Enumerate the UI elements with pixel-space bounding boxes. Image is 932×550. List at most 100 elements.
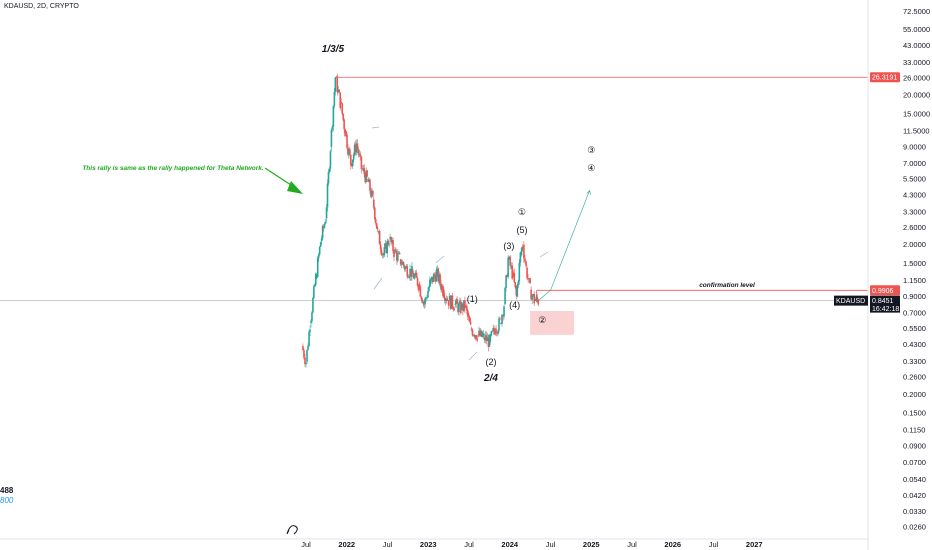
candle (507, 255, 509, 279)
candle (416, 277, 419, 288)
candle (532, 293, 534, 297)
candle (477, 334, 479, 338)
y-tick-label: 0.0260 (903, 522, 926, 531)
candle (305, 361, 307, 368)
candle (345, 130, 347, 137)
candle (389, 233, 391, 240)
candle (519, 251, 522, 267)
candle (350, 154, 352, 170)
candle (322, 224, 325, 232)
small-arrow-icon (468, 351, 478, 361)
mascot-icon (286, 525, 298, 535)
candle (528, 278, 530, 284)
candle (462, 302, 464, 316)
candle (505, 274, 507, 292)
candle (491, 330, 494, 333)
current-price-text: 0.8451 (872, 298, 894, 305)
candle (306, 349, 308, 365)
candle (320, 235, 323, 245)
candle (510, 262, 512, 269)
candle (531, 294, 533, 305)
candle (527, 274, 529, 283)
candle (484, 331, 487, 344)
candle (395, 247, 397, 253)
candle (309, 325, 311, 337)
candle (376, 226, 379, 233)
candle (422, 300, 425, 307)
small-arrow-icon (435, 255, 445, 264)
candle (474, 334, 477, 341)
candle (371, 187, 373, 199)
candle (458, 300, 460, 316)
y-tick-label: 20.0000 (903, 91, 930, 100)
y-axis: 72.5000 55.0000 43.0000 33.0000 26.0000 20.00… (867, 0, 930, 550)
x-tick-label: Jul (301, 540, 311, 549)
candle (460, 298, 462, 315)
candle (525, 260, 527, 269)
x-tick-label: Jul (383, 540, 393, 549)
candle (423, 299, 425, 309)
candle (337, 85, 340, 94)
candle (480, 328, 482, 337)
peak-price-tag-text: 26.3191 (872, 75, 897, 82)
candle (421, 297, 424, 304)
candle (332, 105, 335, 132)
candles (302, 73, 540, 368)
candle (514, 281, 517, 289)
candle (387, 239, 389, 247)
y-tick-label: 2.0000 (903, 240, 926, 249)
candle (411, 262, 413, 281)
candle (359, 151, 362, 161)
candle (511, 262, 513, 280)
candle (464, 296, 466, 314)
y-tick-label: 11.5000 (903, 127, 930, 136)
candle (314, 272, 317, 287)
candle (316, 255, 319, 278)
candle (388, 239, 390, 248)
candle (380, 247, 383, 257)
x-tick-label: 2027 (746, 540, 763, 549)
candle (448, 292, 451, 301)
candle (370, 187, 372, 199)
horizontal-levels (0, 76, 868, 335)
candle (456, 296, 458, 304)
candle (364, 172, 367, 185)
candle (437, 267, 440, 284)
y-tick-label: 0.1150 (903, 426, 925, 435)
candle (444, 293, 446, 304)
candle (351, 159, 354, 170)
candle (352, 152, 355, 163)
candle (485, 331, 488, 345)
candle (365, 167, 367, 183)
candle (443, 287, 445, 299)
x-axis: Jul 2022 Jul 2023 Jul 2024 Jul 2025 Jul 2026 Jul 20… (0, 538, 868, 549)
candle (470, 326, 473, 332)
candle (406, 264, 409, 279)
candle (529, 277, 531, 284)
candle (412, 268, 414, 274)
candle (487, 334, 490, 352)
y-tick-label: 33.0000 (903, 58, 930, 67)
candle (330, 128, 333, 152)
candle (518, 259, 521, 285)
candle (493, 325, 495, 335)
y-tick-label: 72.5000 (903, 7, 930, 16)
candle (414, 270, 417, 277)
candle (347, 144, 349, 157)
candle (375, 223, 378, 229)
candle (430, 276, 433, 281)
candle (497, 329, 499, 336)
candle (489, 334, 492, 345)
candle (391, 237, 393, 245)
wave-label-bottom: 2/4 (483, 373, 498, 384)
side-value-top: 488 (0, 486, 14, 495)
candle (344, 128, 346, 137)
candle (396, 250, 398, 266)
candle (404, 265, 407, 272)
candle (501, 313, 503, 327)
candle (534, 298, 537, 302)
candle (428, 285, 430, 292)
candle (373, 195, 375, 211)
candle (326, 179, 329, 212)
